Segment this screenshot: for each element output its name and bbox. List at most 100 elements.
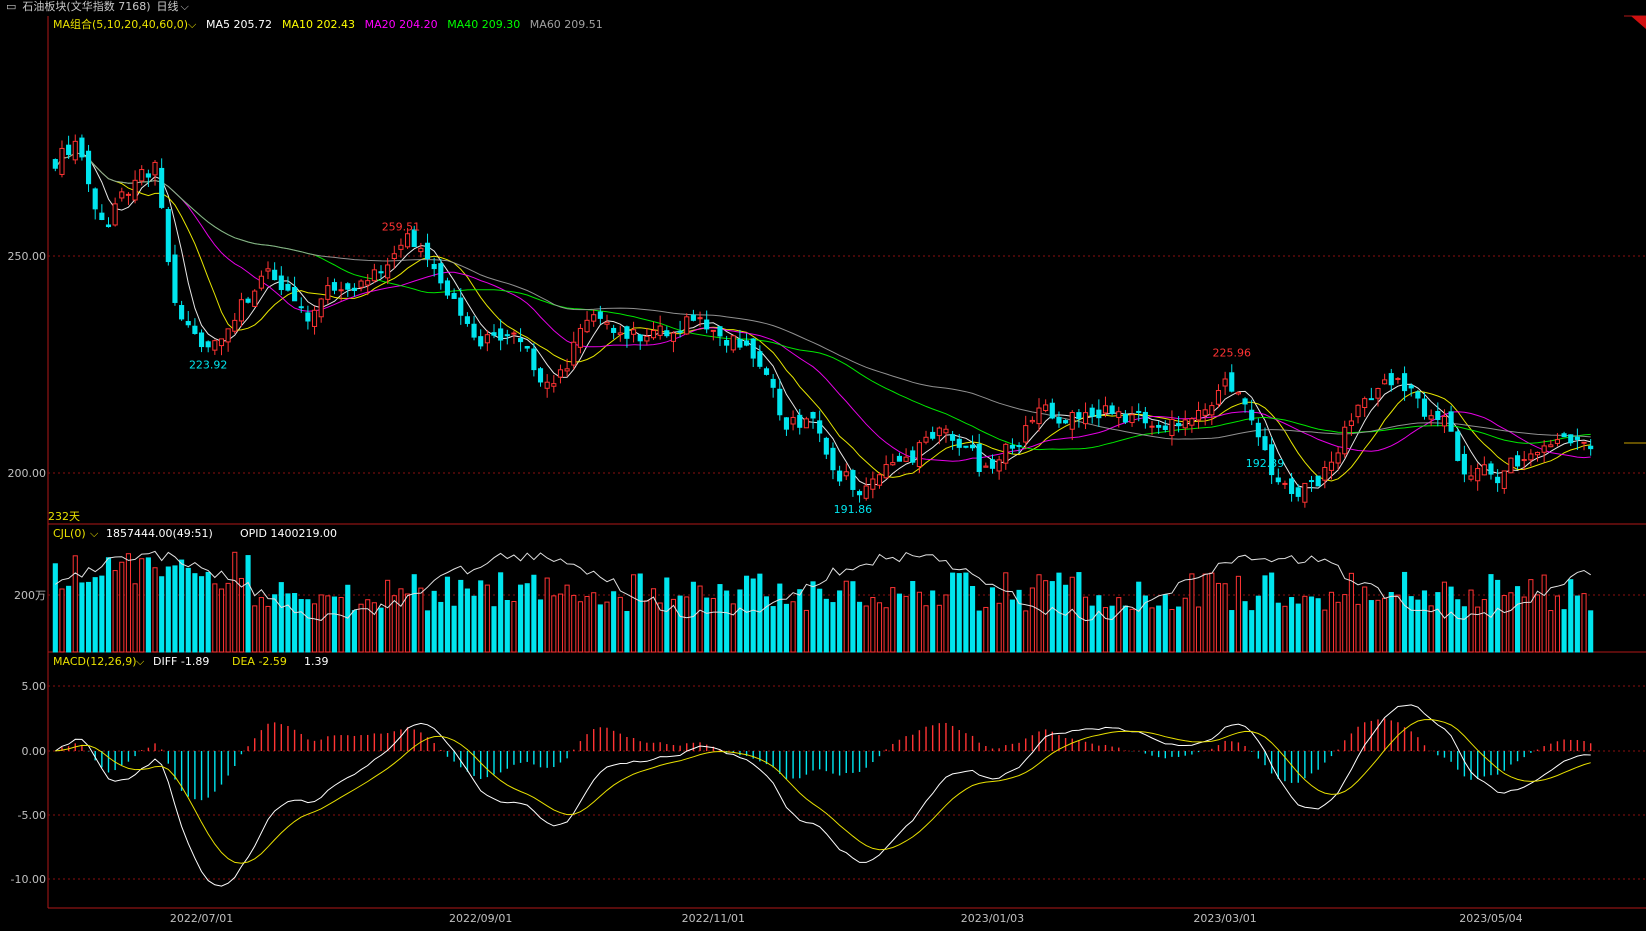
volume-bar bbox=[1003, 572, 1009, 653]
candle bbox=[1554, 439, 1561, 444]
high-annotation: 259.51 bbox=[382, 220, 421, 233]
candle bbox=[1136, 410, 1142, 413]
volume-bar bbox=[205, 571, 211, 653]
volume-bar bbox=[983, 606, 989, 653]
volume-bar bbox=[1342, 594, 1348, 653]
candle bbox=[1415, 391, 1421, 399]
chevron-down-icon: ⌵ bbox=[136, 655, 145, 668]
candle bbox=[910, 450, 916, 463]
volume-bar bbox=[405, 593, 411, 653]
volume-bar bbox=[730, 603, 736, 653]
volume-bar bbox=[1036, 574, 1042, 653]
candle bbox=[1209, 405, 1215, 416]
volume-bar bbox=[1202, 573, 1208, 653]
macd-tick-label: 5.00 bbox=[22, 680, 47, 693]
volume-bar bbox=[717, 584, 723, 653]
volume-bar bbox=[1521, 596, 1527, 653]
candle bbox=[584, 319, 590, 333]
volume-bar bbox=[478, 580, 484, 653]
volume-bar bbox=[265, 605, 271, 653]
candle bbox=[1421, 398, 1428, 417]
candle bbox=[1515, 455, 1521, 467]
candle bbox=[292, 286, 298, 302]
volume-bar bbox=[1195, 606, 1202, 653]
candle bbox=[105, 224, 112, 228]
volume-bar bbox=[1335, 601, 1341, 653]
macd-tick-label: -10.00 bbox=[11, 873, 46, 886]
candle bbox=[218, 338, 225, 347]
volume-bar bbox=[744, 575, 750, 653]
volume-bar bbox=[1315, 598, 1321, 653]
candle bbox=[471, 323, 477, 338]
volume-bar bbox=[325, 595, 331, 653]
candle bbox=[192, 325, 198, 334]
candle bbox=[498, 328, 504, 341]
volume-bar bbox=[697, 585, 703, 653]
candle bbox=[198, 332, 205, 348]
candle bbox=[830, 447, 836, 471]
low-annotation: 191.86 bbox=[834, 503, 873, 516]
volume-bar bbox=[624, 610, 630, 653]
volume-bar bbox=[1495, 579, 1501, 653]
candle bbox=[637, 334, 643, 342]
macd-diff-line bbox=[55, 704, 1591, 887]
volume-bar bbox=[644, 600, 650, 653]
volume-bar bbox=[119, 561, 125, 653]
volume-bar bbox=[438, 601, 444, 653]
bar-count-label: 232天 bbox=[48, 510, 80, 523]
volume-bar bbox=[518, 584, 524, 653]
symbol-title[interactable]: 石油板块(文华指数 7168) bbox=[22, 0, 151, 13]
candle bbox=[385, 264, 391, 279]
volume-bar bbox=[969, 585, 976, 653]
volume-bar bbox=[1156, 605, 1162, 653]
volume-bar bbox=[1069, 576, 1075, 653]
candle bbox=[145, 173, 151, 178]
candle bbox=[1461, 453, 1467, 475]
candle bbox=[1355, 404, 1361, 418]
volume-bar bbox=[1568, 579, 1574, 653]
candle bbox=[763, 368, 770, 375]
volume-bar bbox=[544, 577, 550, 653]
candle bbox=[165, 208, 171, 263]
candle bbox=[1215, 390, 1222, 405]
candle bbox=[690, 314, 696, 321]
macd-tick-label: -5.00 bbox=[18, 809, 46, 822]
volume-bar bbox=[750, 578, 756, 653]
candle bbox=[152, 161, 158, 176]
candle bbox=[1428, 415, 1434, 420]
volume-bar bbox=[1129, 608, 1135, 653]
volume-bar bbox=[232, 551, 238, 653]
volume-bar bbox=[531, 574, 537, 653]
volume-bar bbox=[710, 597, 716, 653]
candle bbox=[544, 381, 550, 389]
candle bbox=[252, 290, 258, 307]
volume-bar bbox=[1082, 596, 1089, 653]
volume-bar bbox=[896, 593, 902, 653]
candle bbox=[66, 144, 72, 156]
volume-bar bbox=[152, 567, 158, 653]
volume-bar bbox=[870, 597, 876, 653]
volume-bar bbox=[763, 596, 770, 653]
volume-bar bbox=[591, 592, 597, 653]
window-icon[interactable]: ▭ bbox=[6, 0, 17, 13]
period-selector[interactable]: 日线 ⌵ bbox=[156, 0, 188, 13]
candle bbox=[511, 332, 517, 335]
candle bbox=[1541, 445, 1547, 453]
volume-bar bbox=[365, 599, 371, 653]
macd-tick-label: 0.00 bbox=[22, 745, 47, 758]
candle bbox=[1029, 419, 1035, 423]
candle bbox=[1242, 398, 1248, 405]
candle bbox=[1109, 405, 1115, 415]
volume-bar bbox=[1368, 600, 1374, 653]
chevron-down-icon: ⌵ bbox=[90, 527, 99, 540]
candle bbox=[1342, 426, 1348, 455]
volume-bar bbox=[1455, 599, 1461, 653]
volume-bar bbox=[790, 601, 796, 653]
volume-bar bbox=[1089, 605, 1095, 653]
volume-bar bbox=[1308, 596, 1315, 653]
volume-bar bbox=[996, 602, 1002, 653]
candle bbox=[923, 436, 929, 443]
candle bbox=[777, 388, 783, 416]
candle bbox=[564, 368, 570, 372]
